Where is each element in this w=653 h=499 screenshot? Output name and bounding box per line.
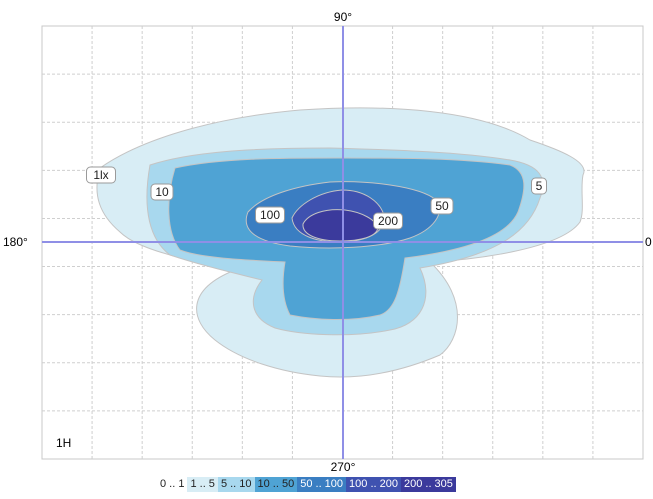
legend-band: 1 .. 5 [187,477,217,492]
legend-band: 0 .. 1 [157,477,187,492]
angle-label-top: 90° [334,10,352,24]
scale-label: 1H [56,436,71,450]
contour-label-200: 200 [374,213,403,229]
contour-label-text: 200 [378,214,398,228]
legend-band: 5 .. 10 [218,477,255,492]
angle-label-right: 0 [645,235,652,249]
legend-band: 200 .. 305 [401,477,456,492]
contour-label-text: 100 [260,208,280,222]
contour-label-5: 5 [532,178,547,194]
contour-label-text: 5 [536,179,543,193]
angle-label-bottom: 270° [331,460,356,474]
contour-label-text: 10 [155,185,169,199]
contour-label-text: 1lx [93,168,108,182]
legend-band: 50 .. 100 [297,477,346,492]
legend-band: 10 .. 50 [255,477,298,492]
contour-label-1: 1lx [87,167,116,183]
contour-label-text: 50 [435,199,449,213]
legend-band: 100 .. 200 [346,477,401,492]
contour-label-100: 100 [256,207,285,223]
angle-label-left: 180° [3,235,28,249]
contour-label-50: 50 [431,198,453,214]
contour-label-10: 10 [151,184,173,200]
